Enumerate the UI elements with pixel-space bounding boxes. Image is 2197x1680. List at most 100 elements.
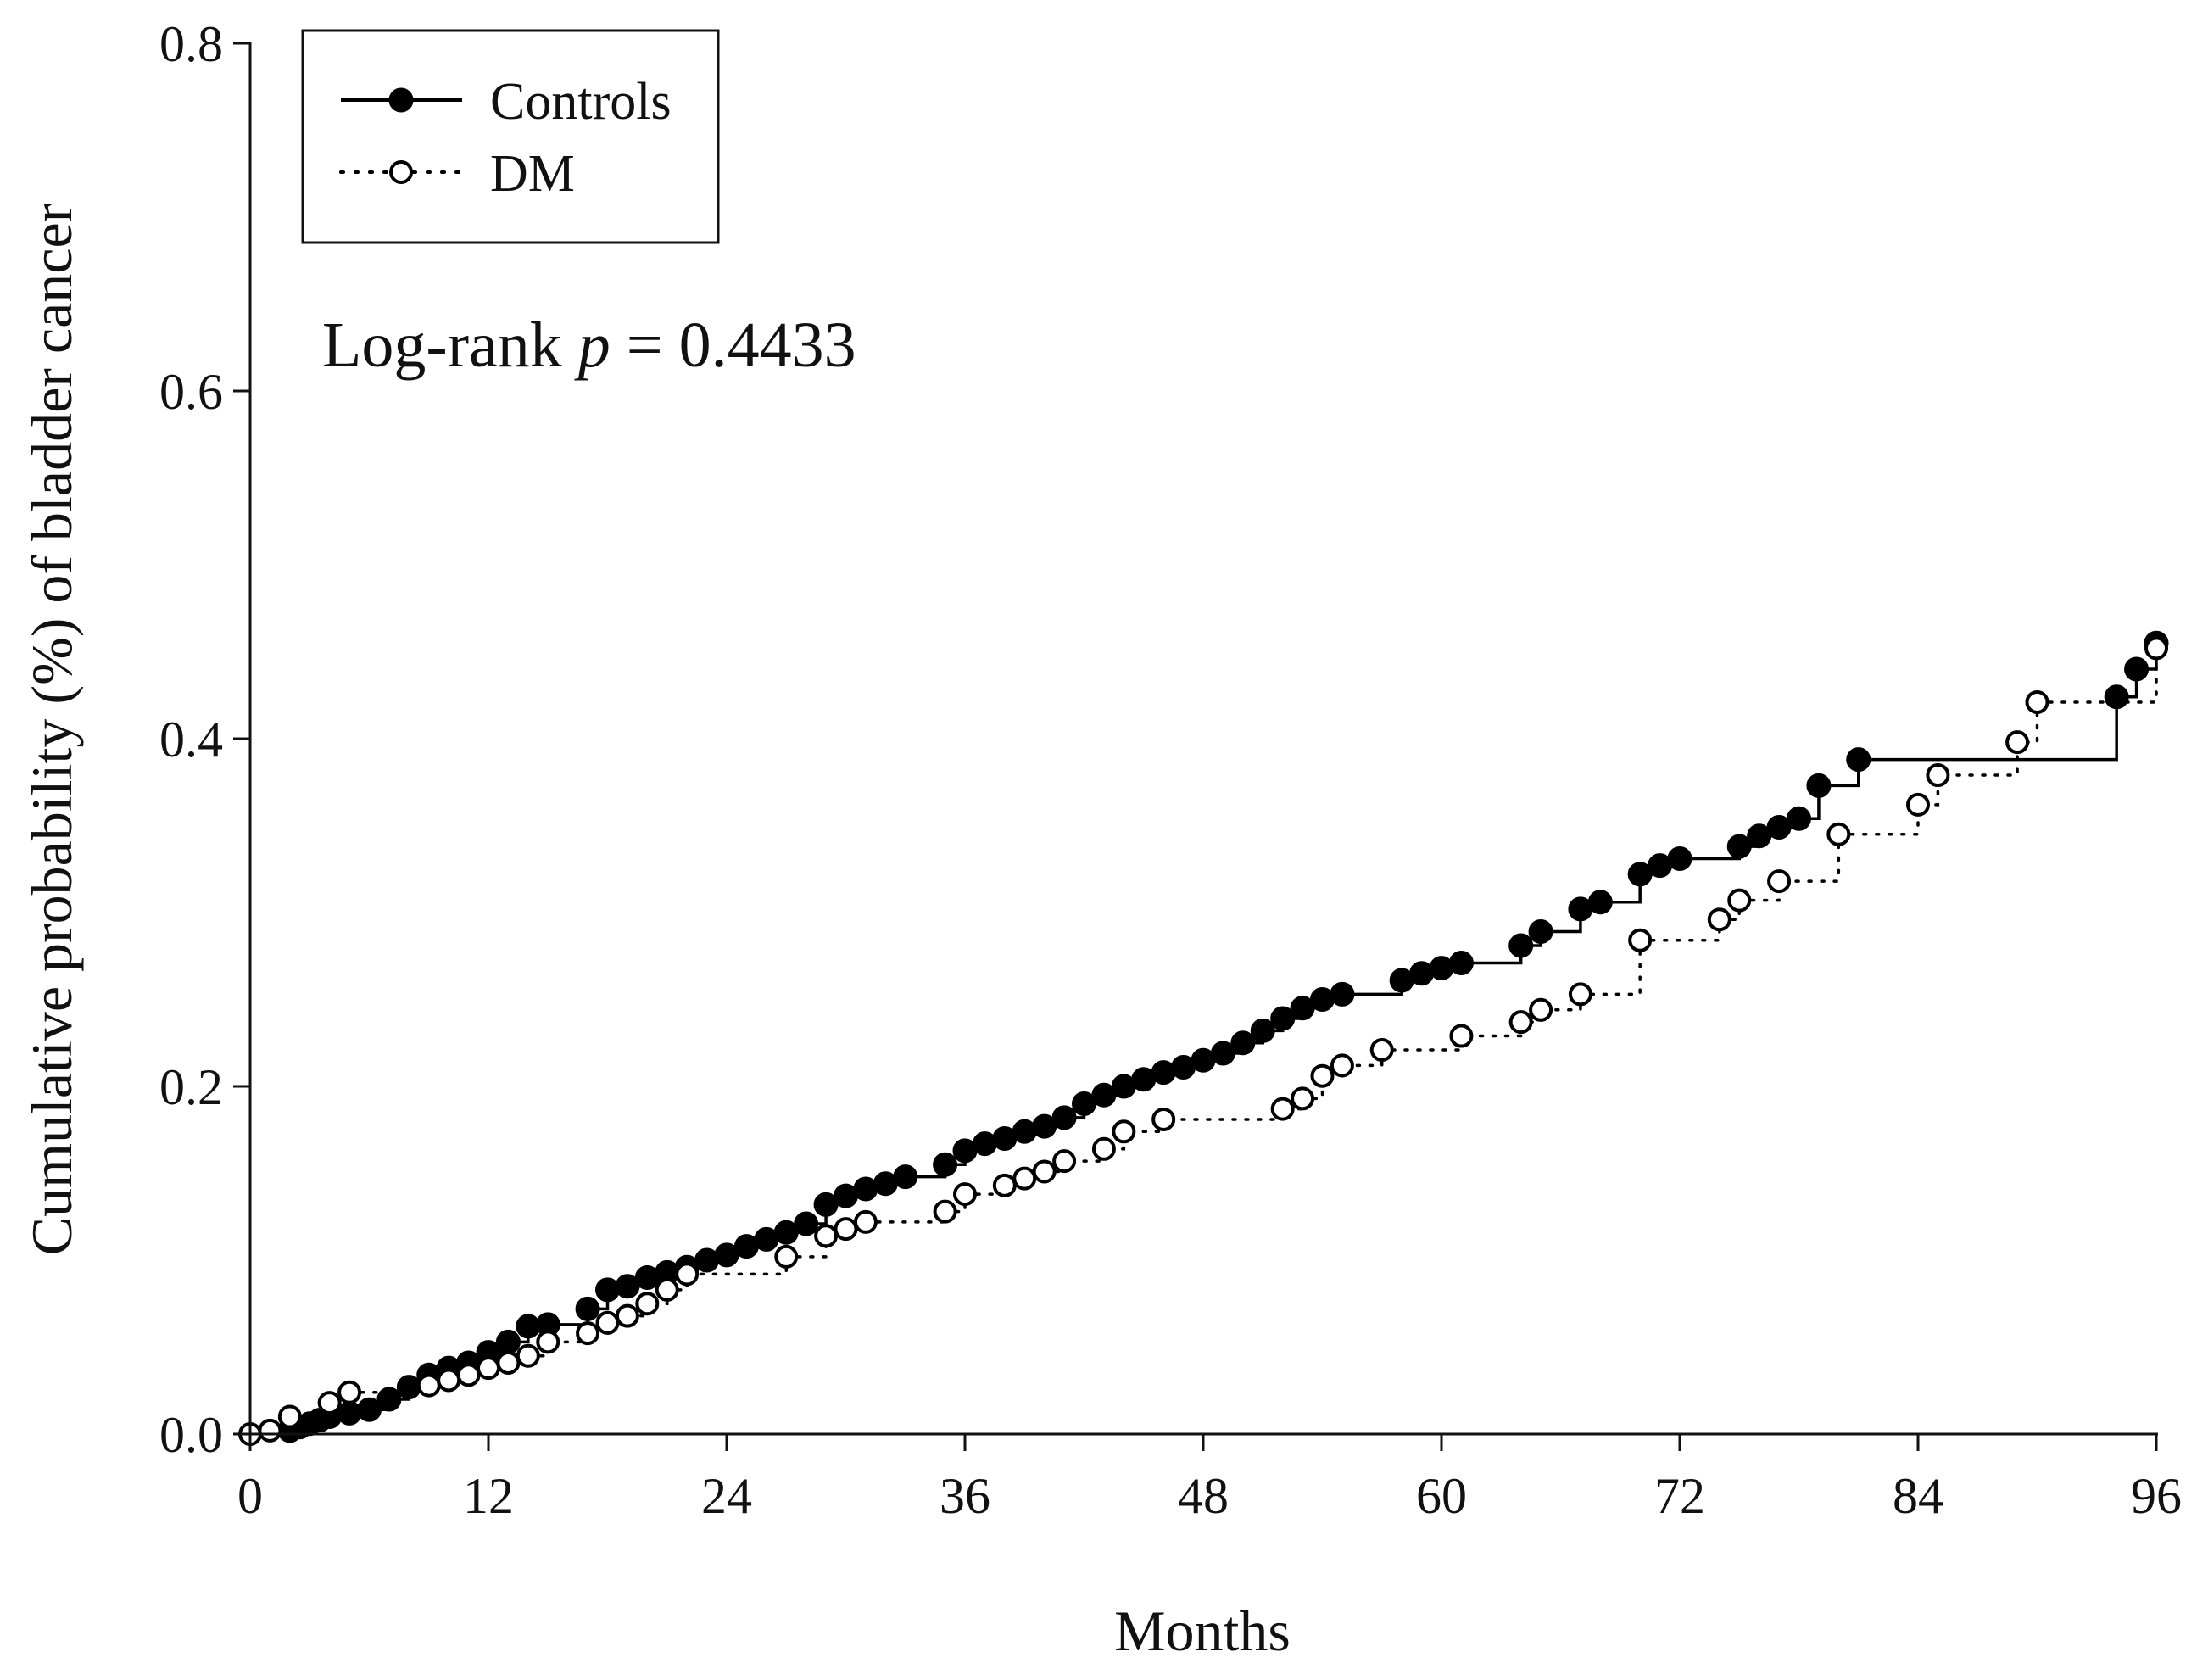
data-point-dm <box>635 1292 660 1316</box>
data-point-controls <box>1409 961 1435 986</box>
data-point-controls <box>794 1211 819 1236</box>
data-point-controls <box>1627 862 1653 887</box>
data-point-controls <box>1032 1113 1057 1139</box>
series-dm <box>238 636 2168 1446</box>
data-point-controls <box>575 1296 600 1321</box>
x-tick-label: 96 <box>2131 1468 2182 1524</box>
legend-label-dm: DM <box>490 145 575 203</box>
data-point-controls <box>1747 823 1772 849</box>
legend-item-controls: Controls <box>341 73 672 131</box>
data-point-dm <box>1529 997 1553 1022</box>
data-point-dm <box>1508 1010 1533 1035</box>
data-point-dm <box>595 1310 620 1335</box>
data-point-controls <box>1806 773 1832 798</box>
data-point-controls <box>773 1220 799 1245</box>
data-point-controls <box>595 1277 620 1303</box>
x-tick-label: 24 <box>701 1468 752 1524</box>
data-point-controls <box>714 1242 739 1268</box>
data-point-controls <box>1587 890 1613 915</box>
data-point-dm <box>1270 1097 1295 1121</box>
data-point-controls <box>1766 815 1792 840</box>
data-point-controls <box>1846 747 1871 773</box>
log-rank-prefix: Log-rank <box>322 310 578 381</box>
legend-item-dm: DM <box>339 145 575 203</box>
data-point-dm <box>1369 1037 1394 1062</box>
x-tick-label: 48 <box>1178 1468 1229 1524</box>
data-point-dm <box>477 1356 500 1381</box>
x-tick-label: 60 <box>1416 1468 1467 1524</box>
data-point-dm <box>814 1224 839 1248</box>
data-point-controls <box>1787 806 1811 831</box>
data-point-controls <box>893 1164 918 1190</box>
data-point-dm <box>1151 1107 1176 1131</box>
data-point-dm <box>456 1363 481 1387</box>
data-point-controls <box>813 1192 839 1217</box>
data-point-dm <box>1449 1024 1474 1048</box>
y-tick-label: 0.2 <box>159 1059 223 1115</box>
data-point-controls <box>1508 933 1534 958</box>
data-point-dm <box>1906 792 1930 817</box>
data-point-dm <box>1628 928 1653 952</box>
data-point-dm <box>1568 982 1592 1007</box>
legend-label-controls: Controls <box>490 73 672 131</box>
legend-box <box>301 29 720 244</box>
data-point-dm <box>615 1303 639 1328</box>
data-point-controls <box>634 1265 660 1290</box>
data-point-controls <box>337 1400 362 1426</box>
data-point-controls <box>357 1397 382 1422</box>
data-point-controls <box>615 1274 640 1299</box>
log-rank-p: p <box>574 310 611 381</box>
y-tick-label: 0.0 <box>159 1407 223 1463</box>
data-point-controls <box>694 1247 720 1273</box>
data-point-dm <box>1291 1086 1315 1111</box>
y-tick-label: 0.8 <box>159 16 223 72</box>
log-rank-annotation: Log-rank p = 0.4433 <box>322 310 856 381</box>
data-point-controls <box>396 1375 421 1400</box>
data-point-dm <box>1330 1053 1354 1078</box>
data-point-controls <box>495 1329 521 1354</box>
x-tick-label: 72 <box>1654 1468 1705 1524</box>
x-tick-label: 36 <box>940 1468 990 1524</box>
data-point-controls <box>1270 1006 1296 1031</box>
data-point-dm <box>258 1418 282 1443</box>
data-point-dm <box>933 1199 957 1224</box>
data-point-controls <box>1210 1041 1235 1066</box>
data-point-dm <box>1767 869 1792 894</box>
series-layer <box>238 630 2169 1446</box>
x-tick-label: 12 <box>463 1468 514 1524</box>
data-point-dm <box>2025 689 2049 714</box>
data-point-controls <box>2124 656 2150 682</box>
data-point-dm <box>1052 1149 1077 1174</box>
data-point-controls <box>1250 1018 1275 1043</box>
data-point-dm <box>496 1350 521 1375</box>
data-point-controls <box>1012 1119 1037 1144</box>
data-point-controls <box>1230 1030 1256 1056</box>
data-point-controls <box>972 1131 997 1157</box>
data-point-controls <box>1310 987 1335 1012</box>
log-rank-value: = 0.4433 <box>611 310 856 381</box>
series-controls <box>250 630 2169 1443</box>
axes: 0 12 24 36 48 60 72 84 96 0.0 0.2 0.4 0.6 0.8 <box>159 16 2182 1524</box>
data-point-controls <box>2104 684 2129 710</box>
data-point-dm <box>675 1262 700 1287</box>
data-point-controls <box>376 1387 402 1412</box>
data-point-dm <box>953 1182 977 1207</box>
data-point-controls <box>1330 981 1355 1007</box>
data-point-controls <box>1091 1082 1117 1108</box>
data-point-dm <box>992 1173 1017 1197</box>
data-point-dm <box>437 1368 461 1393</box>
data-point-dm <box>1926 763 1950 788</box>
data-point-dm <box>774 1244 799 1269</box>
data-point-dm <box>1310 1063 1335 1088</box>
data-point-dm <box>2144 636 2168 661</box>
legend: Controls DM <box>301 29 720 244</box>
data-point-controls <box>1667 846 1692 871</box>
data-point-controls <box>853 1176 878 1202</box>
data-point-dm <box>536 1330 560 1354</box>
data-point-controls <box>1151 1060 1176 1086</box>
y-tick-label: 0.4 <box>159 712 223 767</box>
data-point-controls <box>1448 950 1474 975</box>
legend-swatch-dm-marker <box>389 160 413 184</box>
data-point-dm <box>337 1380 362 1404</box>
